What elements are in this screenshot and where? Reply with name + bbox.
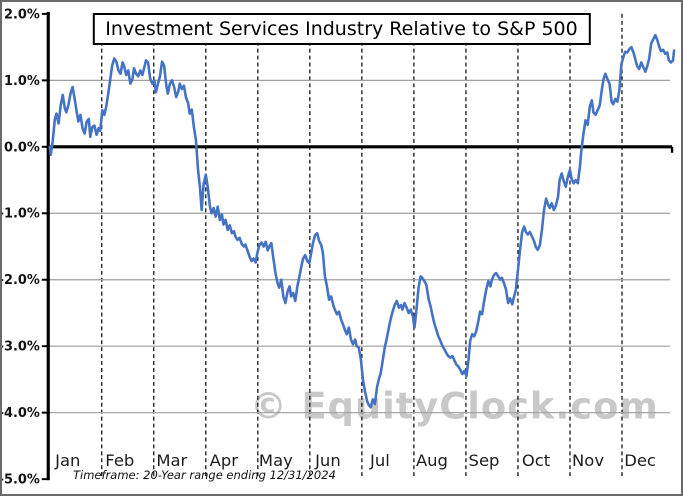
watermark: © EquityClock.com [250, 385, 659, 428]
x-tick-label: Feb [105, 451, 134, 470]
plot-layers: 2.0% 1.0% 0.0% -1.0% -2.0% -3.0% -4.0% -5.0% Jan… [2, 7, 676, 488]
x-tick-label: May [259, 451, 293, 470]
x-tick-label: Oct [522, 451, 551, 470]
y-tick-label: -3.0% [2, 340, 40, 355]
y-tick-label: 0.0% [4, 140, 40, 155]
x-tick-label: Apr [210, 451, 239, 470]
x-tick-label: Dec [624, 451, 656, 470]
x-tick-label: Jun [314, 451, 341, 470]
y-tick-label: -1.0% [2, 207, 40, 222]
y-tick-label: 1.0% [4, 74, 40, 89]
x-tick-label: Sep [469, 451, 500, 470]
y-tick-label: -5.0% [2, 473, 40, 488]
y-tick-label: -4.0% [2, 406, 40, 421]
y-tick-label: -2.0% [2, 273, 40, 288]
timeframe-footnote: Timeframe: 20-Year range ending 12/31/20… [73, 468, 336, 482]
x-tick-label: Mar [156, 451, 187, 470]
chart-title-box: Investment Services Industry Relative to… [92, 13, 591, 45]
chart-title: Investment Services Industry Relative to… [105, 18, 578, 40]
series-line [48, 33, 676, 409]
x-tick-label: Nov [572, 451, 604, 470]
y-tick-label: 2.0% [4, 7, 40, 22]
x-tick-label: Jan [54, 451, 80, 470]
x-tick-label: Aug [416, 451, 448, 470]
x-tick-label: Jul [369, 451, 390, 470]
